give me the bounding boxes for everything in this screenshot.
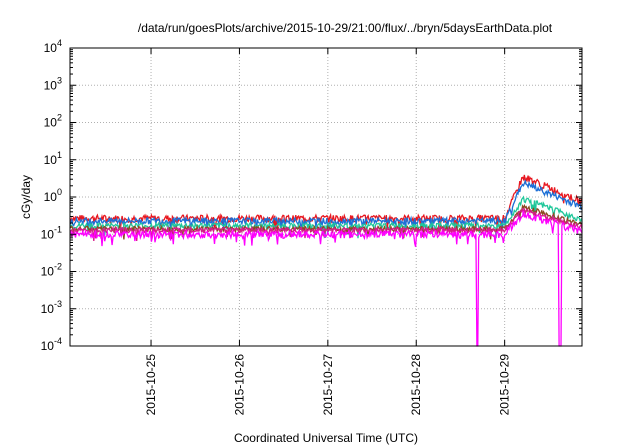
series-line: [69, 174, 583, 232]
x-axis-label: Coordinated Universal Time (UTC): [234, 431, 418, 445]
x-tick-label: 2015-10-26: [232, 354, 246, 416]
series-layer: [69, 174, 583, 347]
y-tick-label: 102: [44, 113, 62, 130]
y-ticks: 10-4 10-3 10-2 10-1 100 101 102 103 104: [41, 38, 582, 353]
series-line: [69, 207, 583, 242]
y-tick-label: 101: [44, 150, 62, 167]
x-tick-label: 2015-10-27: [321, 354, 335, 416]
y-tick-label: 10-1: [41, 224, 62, 241]
chart-title: /data/run/goesPlots/archive/2015-10-29/2…: [138, 21, 553, 35]
y-axis-label: cGy/day: [19, 175, 33, 219]
x-ticks: 2015-10-25 2015-10-26 2015-10-27 2015-10-28…: [144, 48, 512, 415]
series-line: [69, 178, 583, 234]
y-tick-label: 10-4: [41, 336, 62, 353]
y-tick-label: 10-3: [41, 299, 62, 316]
series-line: [69, 210, 583, 347]
y-tick-label: 103: [44, 75, 62, 92]
y-tick-label: 10-2: [41, 262, 62, 279]
x-tick-label: 2015-10-25: [144, 354, 158, 416]
y-tick-label: 100: [44, 187, 62, 204]
x-tick-label: 2015-10-28: [409, 354, 423, 416]
grid: [70, 48, 582, 346]
x-tick-label: 2015-10-29: [498, 354, 512, 416]
y-tick-label: 104: [44, 38, 62, 55]
